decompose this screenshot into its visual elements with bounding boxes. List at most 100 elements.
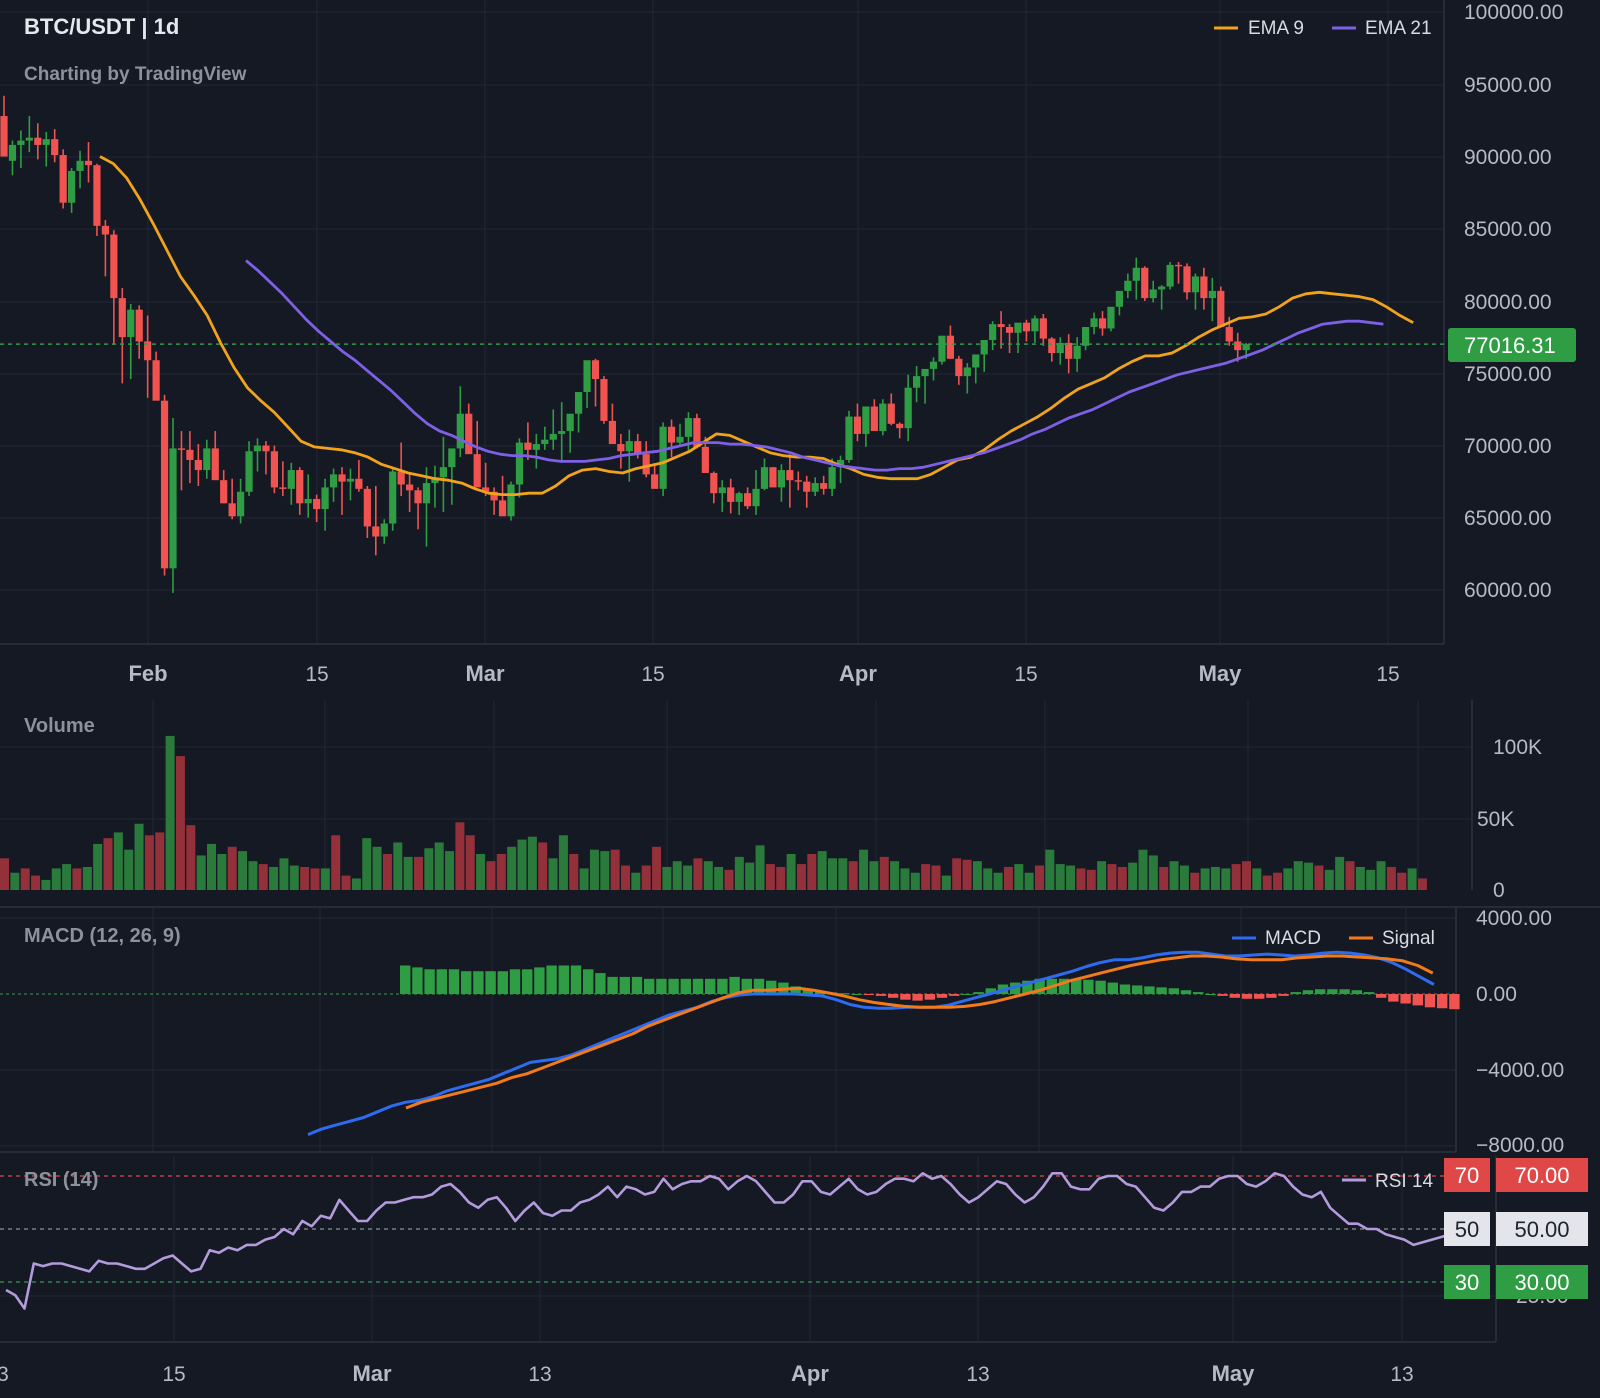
candle-body	[51, 139, 59, 156]
candle-body	[752, 488, 760, 507]
macd-histogram-bar	[1327, 989, 1338, 994]
rsi-x-axis: 3 15 Mar 13 Apr 13 May 13	[0, 1361, 1414, 1386]
volume-bar	[455, 822, 465, 890]
macd-histogram-bar	[1437, 994, 1448, 1009]
candle-body	[270, 451, 278, 488]
candle-body	[651, 474, 659, 489]
price-y-tick: 65000.00	[1464, 507, 1552, 530]
volume-bar	[569, 854, 579, 890]
macd-histogram-bar	[1351, 990, 1362, 994]
candle-body	[1115, 290, 1123, 307]
volume-bar	[755, 845, 765, 890]
rsi-50-value: 50.00	[1514, 1217, 1569, 1242]
rsi-x-tick: Apr	[791, 1361, 829, 1386]
candle-body	[862, 406, 870, 434]
volume-bar	[838, 858, 848, 890]
volume-bar	[186, 825, 196, 890]
volume-bar	[1314, 865, 1324, 890]
candle-body	[811, 483, 819, 492]
macd-histogram-bar	[644, 978, 655, 994]
rsi-30-tag: 30	[1455, 1270, 1479, 1295]
last-price-tag: 77016.31	[1448, 328, 1576, 362]
volume-bar	[1086, 869, 1096, 890]
volume-bar	[714, 866, 724, 890]
macd-histogram-bar	[619, 976, 630, 994]
volume-bar	[476, 854, 486, 890]
candle-body	[1174, 264, 1183, 267]
candle-body	[372, 526, 380, 537]
signal-legend-label: Signal	[1382, 928, 1435, 949]
candle-body	[921, 368, 929, 377]
macd-histogram-bar	[1315, 989, 1326, 994]
volume-y-tick: 100K	[1493, 736, 1542, 759]
candle-body	[1014, 322, 1022, 333]
volume-bar	[1210, 866, 1220, 890]
volume-bar	[859, 849, 869, 890]
candle-body	[836, 459, 845, 468]
macd-histogram-bar	[1376, 994, 1387, 998]
volume-bar	[1386, 866, 1396, 890]
volume-bar	[776, 866, 786, 890]
candle-body	[955, 358, 963, 377]
rsi-50-tag: 50	[1455, 1217, 1479, 1242]
volume-bar	[269, 866, 279, 890]
macd-histogram-bar	[558, 965, 569, 994]
macd-panel	[0, 950, 1460, 1136]
macd-histogram-bar	[400, 965, 411, 994]
macd-line	[307, 950, 1435, 1136]
candle-body	[803, 481, 811, 492]
volume-bar	[724, 869, 734, 890]
candle-body	[465, 413, 473, 455]
volume-bar	[507, 846, 517, 890]
candle-body	[498, 500, 507, 517]
candle-body	[25, 137, 33, 141]
volume-bar	[289, 865, 299, 890]
volume-bar	[393, 842, 403, 890]
candle-body	[313, 498, 321, 510]
volume-bar	[807, 854, 817, 890]
macd-histogram-bar	[1083, 979, 1094, 994]
macd-histogram-bar	[1363, 992, 1375, 994]
price-y-tick: 70000.00	[1464, 435, 1552, 458]
volume-bar	[227, 846, 237, 890]
volume-bar	[641, 865, 651, 890]
rsi-70-value: 70.00	[1514, 1163, 1569, 1188]
rsi-panel	[0, 1172, 1451, 1310]
macd-histogram-bar	[1290, 992, 1301, 994]
chart-title: BTC/USDT | 1d	[24, 14, 179, 39]
macd-histogram-bar	[570, 965, 582, 994]
macd-histogram-bar	[583, 969, 594, 994]
volume-bar	[445, 851, 455, 890]
candle-body	[1098, 318, 1107, 329]
price-x-tick: 15	[1376, 663, 1399, 686]
volume-bar	[1200, 868, 1210, 890]
candle-body	[853, 416, 862, 434]
macd-histogram-bar	[900, 994, 911, 1000]
candle-body	[913, 376, 921, 388]
price-y-tick: 75000.00	[1464, 363, 1552, 386]
volume-bar	[372, 846, 382, 890]
rsi-x-tick: Mar	[352, 1361, 392, 1386]
candle-body	[1107, 306, 1115, 329]
rsi-30-tag-bg	[1444, 1265, 1490, 1299]
volume-bar	[238, 851, 248, 890]
macd-histogram-bar	[1193, 992, 1204, 994]
candle-body	[220, 480, 228, 504]
volume-bar	[962, 859, 972, 890]
volume-title: Volume	[24, 715, 95, 737]
candle-body	[355, 478, 363, 489]
candle-body	[887, 403, 895, 424]
candle-body	[389, 471, 397, 524]
macd-histogram-bar	[1071, 978, 1082, 994]
macd-histogram-bar	[1144, 986, 1155, 994]
macd-histogram-bar	[473, 971, 484, 994]
candle-body	[144, 341, 152, 361]
macd-histogram-bar	[668, 978, 679, 994]
volume-bar	[248, 861, 258, 890]
macd-histogram-bar	[680, 978, 691, 994]
macd-histogram-bar	[534, 967, 545, 994]
rsi-x-tick: 15	[162, 1363, 185, 1386]
macd-histogram-bar	[522, 969, 533, 994]
rsi-level-tags: 70 70.00 50 50.00 30 30.00	[1444, 1158, 1588, 1299]
macd-y-axis: 4000.00 0.00 −4000.00 −8000.00	[1476, 907, 1564, 1157]
